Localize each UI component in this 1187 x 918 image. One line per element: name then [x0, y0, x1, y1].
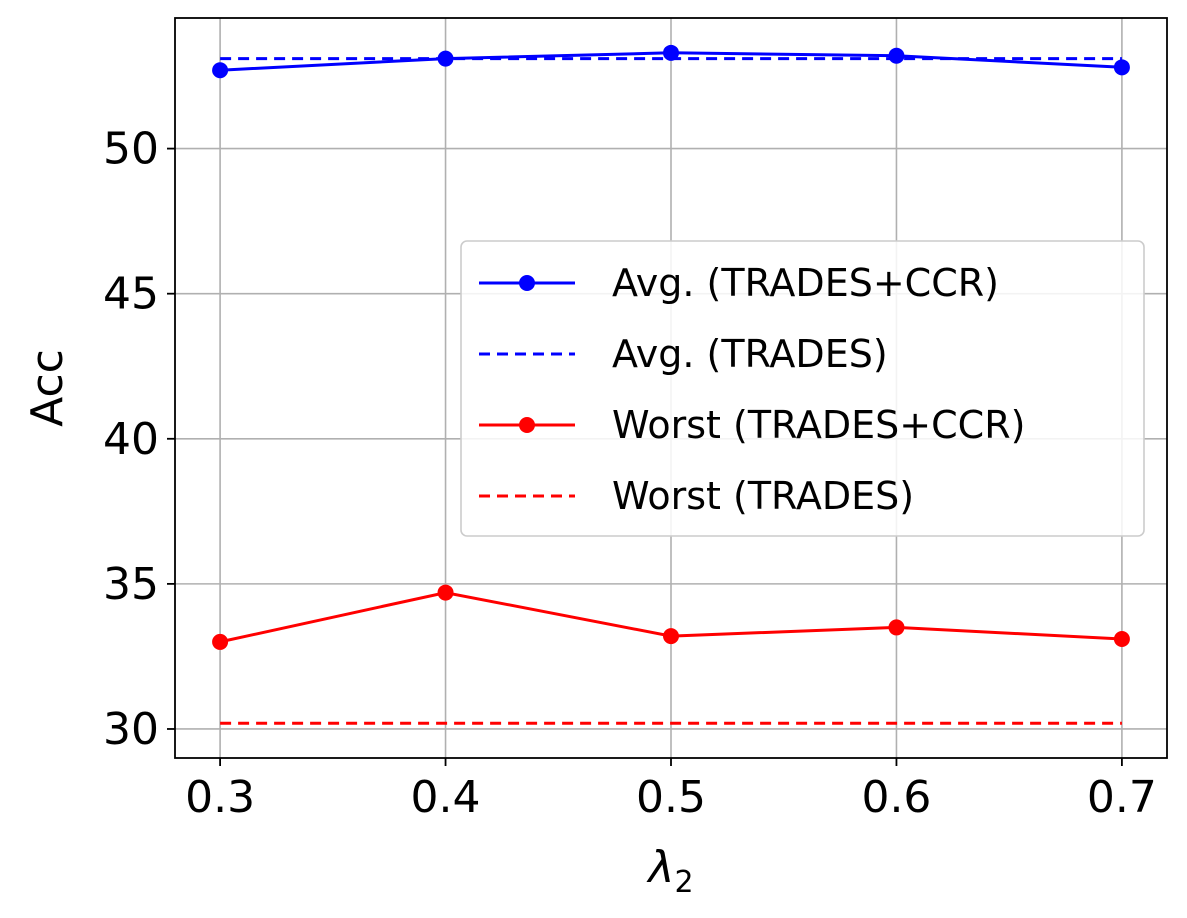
x-axis-label-subscript: 2 [674, 865, 693, 900]
x-tick-label-2: 0.5 [636, 772, 706, 823]
series-2-point-1 [437, 584, 454, 601]
y-axis-label: Acc [22, 349, 73, 427]
series-2-point-3 [888, 619, 905, 636]
series-0-point-2 [663, 44, 679, 61]
legend-box [460, 240, 1145, 537]
legend-label-2: Worst (TRADES+CCR) [612, 403, 1025, 447]
legend-marker-2 [519, 417, 535, 433]
x-tick-label-3: 0.6 [861, 772, 931, 823]
series-0-point-3 [888, 47, 905, 64]
legend-label-0: Avg. (TRADES+CCR) [612, 261, 999, 305]
y-tick-label-1: 35 [103, 559, 159, 610]
y-axis-ticks: 30 35 40 45 50 [103, 124, 175, 755]
y-tick-label-2: 40 [103, 414, 159, 465]
x-tick-label-0: 0.3 [185, 772, 255, 823]
x-tick-label-1: 0.4 [411, 772, 481, 823]
series-0-point-0 [212, 62, 229, 79]
x-axis-ticks: 0.3 0.4 0.5 0.6 0.7 [185, 758, 1157, 823]
y-tick-label-3: 45 [103, 269, 159, 320]
legend-label-3: Worst (TRADES) [612, 474, 914, 518]
series-2-point-4 [1113, 631, 1130, 648]
x-axis-label-main: λ [646, 842, 674, 893]
y-tick-label-0: 30 [103, 704, 159, 755]
series-2-point-2 [663, 628, 679, 645]
x-axis-label: λ2 [646, 842, 693, 900]
series-0-point-4 [1113, 59, 1130, 76]
legend: Avg. (TRADES+CCR) Avg. (TRADES) Worst (TRA… [460, 240, 1145, 537]
y-tick-label-4: 50 [103, 124, 159, 175]
series-2-point-0 [212, 633, 229, 650]
series-layer [212, 44, 1130, 725]
x-tick-label-4: 0.7 [1087, 772, 1157, 823]
legend-marker-0 [519, 275, 535, 291]
legend-label-1: Avg. (TRADES) [612, 332, 888, 376]
